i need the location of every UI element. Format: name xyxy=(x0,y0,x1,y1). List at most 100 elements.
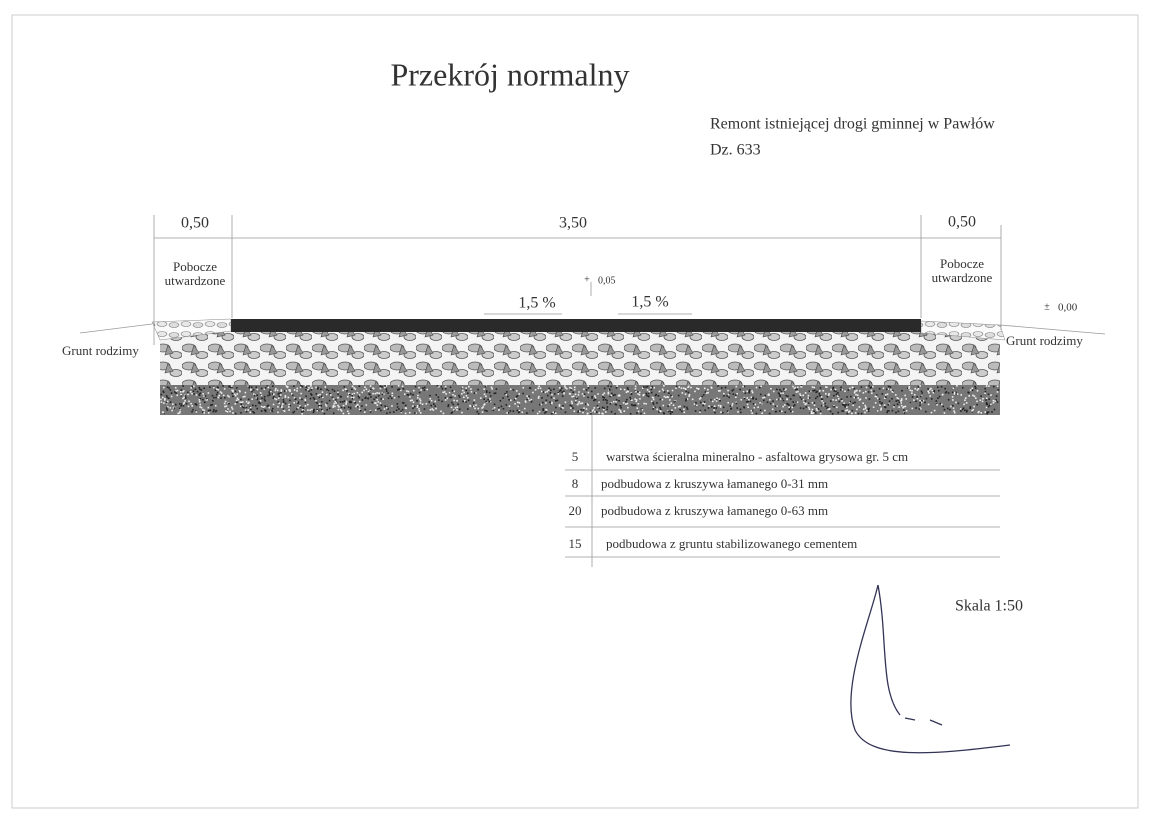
speckle-dot xyxy=(286,386,289,389)
speckle-dot xyxy=(540,390,543,393)
speckle-dot xyxy=(585,389,588,391)
speckle-dot xyxy=(236,401,238,404)
speckle-dot xyxy=(215,409,218,412)
speckle-dot xyxy=(561,391,563,393)
speckle-dot xyxy=(940,385,943,388)
speckle-dot xyxy=(651,396,654,399)
speckle-dot xyxy=(915,400,917,403)
speckle-dot xyxy=(655,393,658,396)
speckle-dot xyxy=(569,407,572,409)
speckle-dot xyxy=(238,390,241,393)
speckle-dot xyxy=(671,395,673,398)
speckle-dot xyxy=(345,401,348,404)
speckle-dot xyxy=(913,399,915,401)
speckle-dot xyxy=(911,392,913,395)
speckle-dot xyxy=(976,400,978,403)
speckle-dot xyxy=(677,394,680,397)
speckle-dot xyxy=(282,401,285,403)
speckle-dot xyxy=(782,405,784,408)
speckle-dot xyxy=(988,398,990,400)
speckle-dot xyxy=(272,393,275,395)
speckle-dot xyxy=(602,399,605,401)
speckle-dot xyxy=(296,401,299,403)
speckle-dot xyxy=(165,395,168,397)
speckle-dot xyxy=(637,410,640,413)
speckle-dot xyxy=(816,409,819,411)
speckle-dot xyxy=(593,399,595,402)
speckle-dot xyxy=(444,385,447,388)
speckle-dot xyxy=(526,395,528,397)
speckle-dot xyxy=(245,410,248,413)
speckle-dot xyxy=(853,396,856,399)
speckle-dot xyxy=(727,393,730,396)
speckle-dot xyxy=(603,392,606,395)
speckle-dot xyxy=(384,405,386,407)
speckle-dot xyxy=(855,389,858,392)
speckle-dot xyxy=(825,386,828,389)
speckle-dot xyxy=(718,398,721,401)
speckle-dot xyxy=(507,411,510,414)
speckle-dot xyxy=(569,386,571,389)
speckle-dot xyxy=(788,408,791,410)
speckle-dot xyxy=(242,396,245,398)
speckle-dot xyxy=(800,386,803,388)
speckle-dot xyxy=(979,399,982,402)
speckle-dot xyxy=(348,400,351,403)
speckle-dot xyxy=(434,405,436,407)
speckle-dot xyxy=(759,402,761,404)
speckle-dot xyxy=(235,399,238,402)
speckle-dot xyxy=(376,398,378,401)
speckle-dot xyxy=(992,401,995,404)
speckle-dot xyxy=(269,389,271,391)
speckle-dot xyxy=(307,388,309,391)
speckle-dot xyxy=(367,390,370,393)
speckle-dot xyxy=(561,406,564,409)
speckle-dot xyxy=(816,395,819,398)
speckle-dot xyxy=(788,404,790,406)
speckle-dot xyxy=(202,393,204,395)
speckle-dot xyxy=(858,390,861,392)
speckle-dot xyxy=(375,402,377,404)
speckle-dot xyxy=(343,386,346,388)
speckle-dot xyxy=(860,386,863,388)
speckle-dot xyxy=(296,387,298,390)
speckle-dot xyxy=(342,404,345,407)
speckle-dot xyxy=(779,395,781,397)
speckle-dot xyxy=(203,395,205,397)
speckle-dot xyxy=(418,391,421,394)
speckle-dot xyxy=(973,405,975,408)
speckle-dot xyxy=(200,406,203,409)
speckle-dot xyxy=(917,388,920,390)
speckle-dot xyxy=(695,401,697,404)
speckle-dot xyxy=(170,395,173,398)
speckle-dot xyxy=(473,392,476,394)
speckle-dot xyxy=(829,400,832,402)
speckle-dot xyxy=(668,392,670,394)
speckle-dot xyxy=(451,411,454,414)
speckle-dot xyxy=(416,397,419,399)
speckle-dot xyxy=(234,394,237,397)
speckle-dot xyxy=(182,390,184,393)
speckle-dot xyxy=(484,409,486,412)
speckle-dot xyxy=(911,407,914,410)
speckle-dot xyxy=(320,395,323,398)
speckle-dot xyxy=(638,391,641,394)
speckle-dot xyxy=(784,389,786,391)
speckle-dot xyxy=(704,403,706,405)
speckle-dot xyxy=(179,403,181,405)
speckle-dot xyxy=(198,386,201,389)
speckle-dot xyxy=(560,407,563,410)
speckle-dot xyxy=(815,407,818,410)
speckle-dot xyxy=(476,410,479,413)
speckle-dot xyxy=(936,403,938,406)
speckle-dot xyxy=(904,405,907,408)
speckle-dot xyxy=(729,405,732,407)
speckle-dot xyxy=(349,407,352,410)
speckle-dot xyxy=(900,402,902,404)
speckle-dot xyxy=(578,400,581,403)
speckle-dot xyxy=(747,400,750,403)
speckle-dot xyxy=(183,402,185,404)
speckle-dot xyxy=(984,411,987,413)
speckle-dot xyxy=(597,393,599,395)
speckle-dot xyxy=(788,406,790,409)
